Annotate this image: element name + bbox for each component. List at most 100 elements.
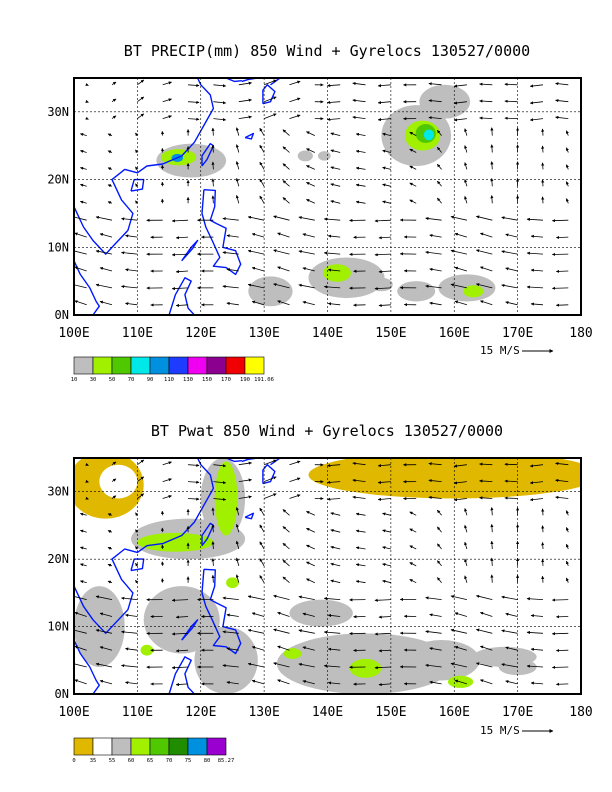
wind-arrow <box>211 524 215 533</box>
wind-arrow <box>450 662 467 668</box>
wind-arrow <box>188 117 200 121</box>
wind-arrow <box>211 161 215 170</box>
wind-arrow <box>235 177 240 187</box>
wind-arrow <box>79 546 87 550</box>
wind-arrow <box>175 303 189 308</box>
wind-arrow <box>464 575 468 583</box>
wind-arrow <box>79 149 87 153</box>
wind-arrow <box>436 180 442 187</box>
wind-arrow <box>378 303 391 308</box>
wind-arrow <box>306 527 315 533</box>
wind-arrow <box>530 614 544 618</box>
wind-arrow <box>235 194 240 204</box>
coastline <box>74 78 287 315</box>
wind-arrow <box>425 250 442 255</box>
wind-arrow <box>74 645 87 651</box>
panel-title: BT Pwat 850 Wind + Gyrelocs 130527/0000 <box>151 422 503 440</box>
wind-arrow <box>327 302 341 306</box>
field-region <box>317 151 331 161</box>
wind-arrow <box>490 195 494 204</box>
wind-arrow <box>99 300 113 306</box>
wind-arrow <box>330 132 341 136</box>
wind-arrow <box>289 494 301 499</box>
y-tick-label: 30N <box>47 105 69 119</box>
wind-arrow <box>111 495 117 499</box>
wind-arrow <box>160 578 165 583</box>
wind-arrow <box>298 216 315 221</box>
colorbar-label: 35 <box>90 758 97 764</box>
plot-frame <box>73 77 582 316</box>
wind-arrow <box>428 478 442 483</box>
wind-arrow <box>211 144 215 153</box>
wind-arrow <box>454 612 468 617</box>
wind-arrow <box>382 529 391 533</box>
wind-arrow <box>107 201 113 205</box>
wind-arrow <box>85 82 89 86</box>
wind-arrow <box>490 178 494 187</box>
wind-arrow <box>222 596 239 600</box>
wind-arrow <box>95 662 113 668</box>
colorbar-label: 90 <box>147 377 154 383</box>
coastline-segment <box>262 464 276 485</box>
x-tick-label: 150E <box>375 326 406 341</box>
wind-arrow <box>247 628 265 634</box>
wind-arrow <box>171 286 189 291</box>
wind-arrow <box>79 166 87 170</box>
colorbar-swatch <box>92 356 113 375</box>
wind-arrow <box>282 197 290 204</box>
wind-arrow <box>541 508 545 516</box>
wind-arrow <box>377 480 391 485</box>
wind-arrow <box>409 165 417 170</box>
wind-arrow <box>330 528 341 533</box>
wind-arrow <box>479 300 493 306</box>
y-tick-labels: 0N 10N 20N 30N <box>47 485 69 701</box>
wind-arrow <box>464 162 468 170</box>
wind-arrow <box>135 166 139 171</box>
field-region <box>423 129 434 141</box>
vector-scale: 15 M/S <box>480 344 554 357</box>
wind-arrow <box>125 302 138 306</box>
wind-arrow <box>378 615 391 619</box>
panel-pwat: BT Pwat 850 Wind + Gyrelocs 130527/0000 … <box>47 422 592 764</box>
wind-arrow <box>188 497 200 501</box>
wind-arrow <box>428 495 442 500</box>
wind-arrow <box>504 82 518 86</box>
wind-arrow <box>464 524 468 533</box>
wind-arrow <box>551 219 569 223</box>
wind-arrow <box>121 630 138 634</box>
field-region <box>99 464 138 499</box>
wind-arrow <box>530 647 544 651</box>
wind-arrow <box>74 232 87 238</box>
wind-arrow <box>74 266 87 272</box>
wind-arrow <box>327 480 341 484</box>
wind-arrow <box>125 647 138 651</box>
colorbar-swatch <box>206 737 227 756</box>
colorbar-label: 191.06 <box>254 377 274 383</box>
wind-arrow <box>374 253 391 257</box>
wind-arrow <box>323 285 341 289</box>
wind-arrow <box>382 183 391 187</box>
wind-arrow <box>111 115 117 119</box>
wind-arrow <box>505 646 518 651</box>
wind-arrow <box>327 497 341 501</box>
wind-arrow <box>125 234 138 238</box>
wind-arrow <box>428 462 442 466</box>
wind-arrow <box>213 481 227 485</box>
coastline-segment <box>181 239 199 262</box>
colorbar-label: 85.27 <box>218 758 235 764</box>
field-region <box>349 658 382 678</box>
wind-arrow <box>162 115 172 119</box>
x-tick-label: 160E <box>439 705 470 720</box>
wind-arrow <box>505 267 518 272</box>
wind-arrow <box>428 116 442 120</box>
wind-arrow <box>327 83 341 88</box>
wind-arrow <box>555 115 569 120</box>
wind-arrow <box>273 249 290 255</box>
wind-arrow <box>378 236 391 240</box>
colorbar-label: 80 <box>204 758 211 764</box>
wind-arrow <box>298 249 315 255</box>
wind-arrow <box>382 512 391 516</box>
wind-arrow <box>222 217 239 221</box>
wind-arrow <box>99 679 113 685</box>
wind-arrow <box>277 679 290 685</box>
